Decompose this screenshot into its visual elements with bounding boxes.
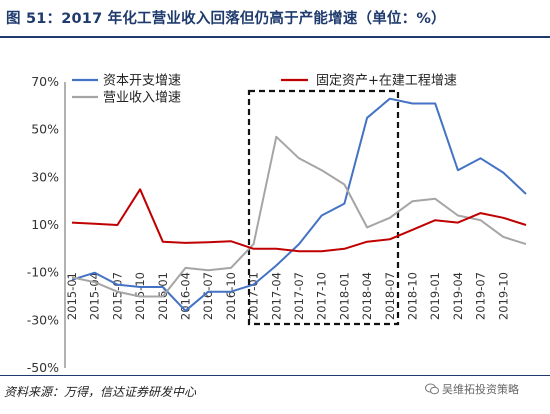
x-tick-label: 2019-10	[496, 272, 510, 320]
series-line-1	[71, 97, 527, 312]
y-tick-label: 70%	[31, 74, 59, 89]
wechat-icon	[425, 383, 439, 395]
y-tick-label: -50%	[27, 360, 59, 374]
x-tick-label: 2017-10	[315, 272, 329, 320]
x-tick-label: 2016-10	[224, 272, 238, 320]
series-line-2	[71, 135, 527, 298]
legend-label: 营业收入增速	[103, 91, 181, 106]
watermark: 吴维拓投资策略	[425, 381, 519, 397]
x-tick-label: 2017-04	[269, 272, 283, 320]
footer-rule	[0, 375, 550, 376]
y-tick-label: -30%	[27, 312, 59, 327]
title-bar: 图 51：2017 年化工营业收入回落但仍高于产能增速（单位：%）	[0, 0, 550, 38]
highlight-box	[247, 89, 400, 326]
y-tick-label: 30%	[31, 169, 59, 184]
y-tick-label: 50%	[31, 122, 59, 137]
y-tick-label: -10%	[27, 265, 59, 280]
x-tick-label: 2019-01	[428, 272, 442, 320]
chart-title: 图 51：2017 年化工营业收入回落但仍高于产能增速（单位：%）	[6, 11, 446, 27]
source-note: 资料来源：万得，信达证券研发中心	[4, 385, 197, 399]
y-tick-label: 10%	[31, 217, 59, 232]
x-tick-label: 2015-07	[110, 272, 124, 320]
x-tick-label: 2016-07	[201, 272, 215, 320]
legend-label: 资本开支增速	[103, 74, 181, 89]
x-tick-label: 2018-01	[337, 272, 351, 320]
series-line-3	[71, 188, 527, 253]
x-tick-label: 2015-04	[88, 272, 102, 320]
x-tick-label: 2018-10	[406, 272, 420, 320]
x-tick-label: 2019-07	[474, 272, 488, 320]
x-tick-label: 2018-04	[360, 272, 374, 320]
watermark-text: 吴维拓投资策略	[442, 383, 519, 396]
x-tick-label: 2018-07	[383, 272, 397, 320]
chart: 70% 50% 30% 10% -10% -30% -50% 2015-01 2015-04 20…	[27, 74, 527, 374]
x-tick-label: 2016-04	[179, 272, 193, 320]
x-tick-label: 2017-07	[292, 272, 306, 320]
x-tick-label: 2019-04	[451, 272, 465, 320]
legend-label: 固定资产+在建工程增速	[316, 74, 457, 89]
x-tick-label: 2015-01	[65, 272, 79, 320]
